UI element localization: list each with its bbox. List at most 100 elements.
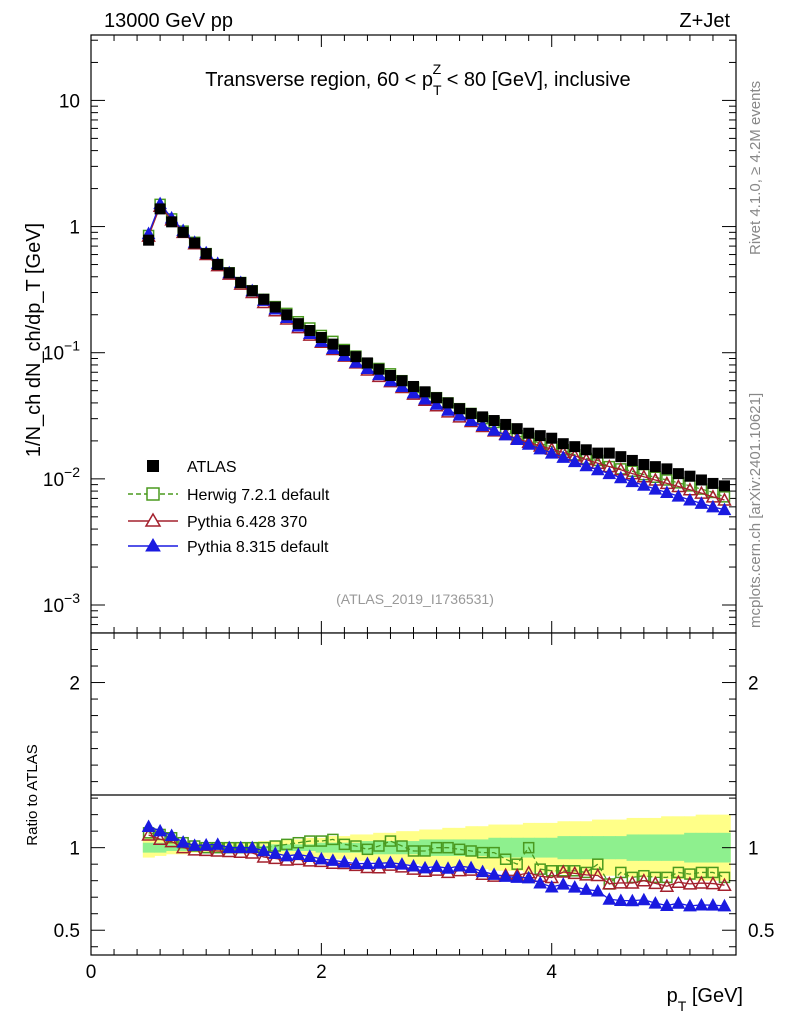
atlas-point: [143, 234, 155, 246]
band-stat: [545, 837, 558, 858]
band-stat: [534, 837, 547, 858]
pythia8-ratio-point: [395, 857, 409, 870]
herwig-ratio-point: [718, 871, 731, 884]
atlas-point: [177, 226, 189, 238]
pythia8-point: [418, 391, 432, 405]
legend-pythia6-marker: [144, 512, 162, 527]
pythia8-point: [556, 450, 571, 463]
main-ticks: [90, 35, 737, 634]
legend-atlas-label: ATLAS: [187, 459, 237, 476]
pythia8-ratio-point: [176, 835, 190, 848]
pythia8-ratio-point: [671, 896, 686, 909]
band-stat: [672, 834, 685, 861]
pythia8-ratio-point: [706, 898, 720, 911]
pythia8-point: [487, 423, 501, 436]
pythia8-point: [521, 437, 536, 450]
pythia8-ratio-point: [233, 840, 248, 854]
atlas-point: [408, 380, 419, 392]
band-stat: [142, 842, 155, 853]
atlas-point: [315, 332, 327, 344]
atlas-point: [718, 480, 730, 492]
pythia8-point: [510, 432, 525, 446]
pythia8-ratio-point: [717, 898, 732, 912]
legend-atlas: ATLAS: [147, 459, 237, 476]
legend-herwig-marker: [146, 487, 160, 501]
herwig-ratio-point: [396, 840, 408, 852]
atlas-point: [603, 447, 615, 459]
band-stat: [557, 836, 570, 860]
pythia8-ratio-point: [326, 853, 340, 866]
atlas-point: [384, 369, 396, 381]
pythia8-ratio-point: [245, 840, 260, 854]
band-stat: [568, 836, 582, 860]
pythia6-ratio-point: [579, 867, 594, 881]
pythia8-ratio-point: [314, 851, 329, 865]
atlas-point: [684, 470, 696, 482]
pythia6-ratio-point: [659, 878, 675, 892]
x-tick-label: 2: [316, 962, 327, 983]
atlas-point: [661, 463, 673, 475]
atlas-point: [154, 203, 166, 215]
ratio-y-tick-label-left: 1: [69, 839, 80, 860]
main-y-tick-label: 10−3: [43, 590, 80, 617]
atlas-point: [477, 411, 489, 423]
pythia8-point: [683, 492, 697, 506]
pythia8-ratio-point: [567, 880, 582, 893]
pythia6-ratio-point: [705, 875, 721, 890]
herwig-ratio-point: [499, 853, 512, 865]
atlas-point: [672, 468, 684, 480]
pythia8-ratio-point: [141, 819, 156, 832]
atlas-point: [649, 461, 661, 473]
x-tick-labels: 0 2 4: [86, 962, 558, 983]
pythia6-ratio-point: [602, 876, 617, 890]
herwig-ratio-point: [465, 845, 477, 857]
atlas-point: [281, 309, 293, 321]
herwig-ratio-point: [430, 841, 443, 854]
main-frame: [90, 34, 737, 634]
herwig-ratio-point: [522, 841, 535, 854]
atlas-point: [304, 324, 316, 336]
band-stat: [603, 836, 616, 860]
band-stat: [465, 839, 478, 856]
legend-herwig: Herwig 7.2.1 default: [128, 487, 330, 504]
pythia8-point: [660, 485, 674, 498]
x-axis-label: pT [GeV]: [667, 985, 743, 1014]
atlas-point: [431, 392, 443, 404]
pythia8-ratio-point: [441, 861, 455, 874]
pythia6-ratio-point: [164, 834, 179, 848]
band-stat: [638, 834, 651, 861]
herwig-ratio-point: [384, 835, 397, 847]
pythia8-point: [602, 466, 617, 480]
pythia8-ratio-point: [337, 854, 352, 868]
pythia8-ratio-point: [556, 877, 571, 890]
pythia8-ratio-point: [660, 898, 674, 911]
herwig-point: [661, 474, 673, 486]
x-tick-label: 4: [546, 962, 557, 983]
atlas-point: [707, 477, 719, 489]
pythia8-ratio-point: [429, 859, 444, 872]
energy-label: 13000 GeV pp: [104, 10, 233, 32]
ratio-y-tick-label-right: 2: [748, 674, 759, 695]
band-stat: [281, 844, 294, 851]
pythia6-ratio-point: [671, 874, 686, 888]
pythia8-ratio-point: [475, 864, 490, 878]
band-stat: [384, 841, 397, 855]
pythia8-point: [590, 462, 605, 476]
pythia8-ratio-point: [372, 856, 386, 869]
herwig-ratio-point: [442, 841, 454, 854]
atlas-point: [327, 338, 339, 350]
band-stat: [626, 834, 639, 861]
pythia8-ratio-point: [153, 823, 167, 837]
pythia8-ratio-point: [625, 893, 640, 907]
pythia8-point: [406, 385, 421, 399]
pythia8-ratio-point: [683, 898, 697, 912]
atlas-point: [557, 438, 569, 450]
herwig-ratio-point: [407, 845, 420, 857]
atlas-point: [258, 293, 270, 305]
main-y-tick-label: 10: [59, 91, 80, 112]
herwig-ratio-point: [488, 846, 500, 859]
pythia6-ratio-point: [648, 875, 663, 890]
herwig-ratio-point: [649, 871, 662, 884]
band-stat: [511, 837, 524, 858]
band-stat: [684, 832, 697, 863]
